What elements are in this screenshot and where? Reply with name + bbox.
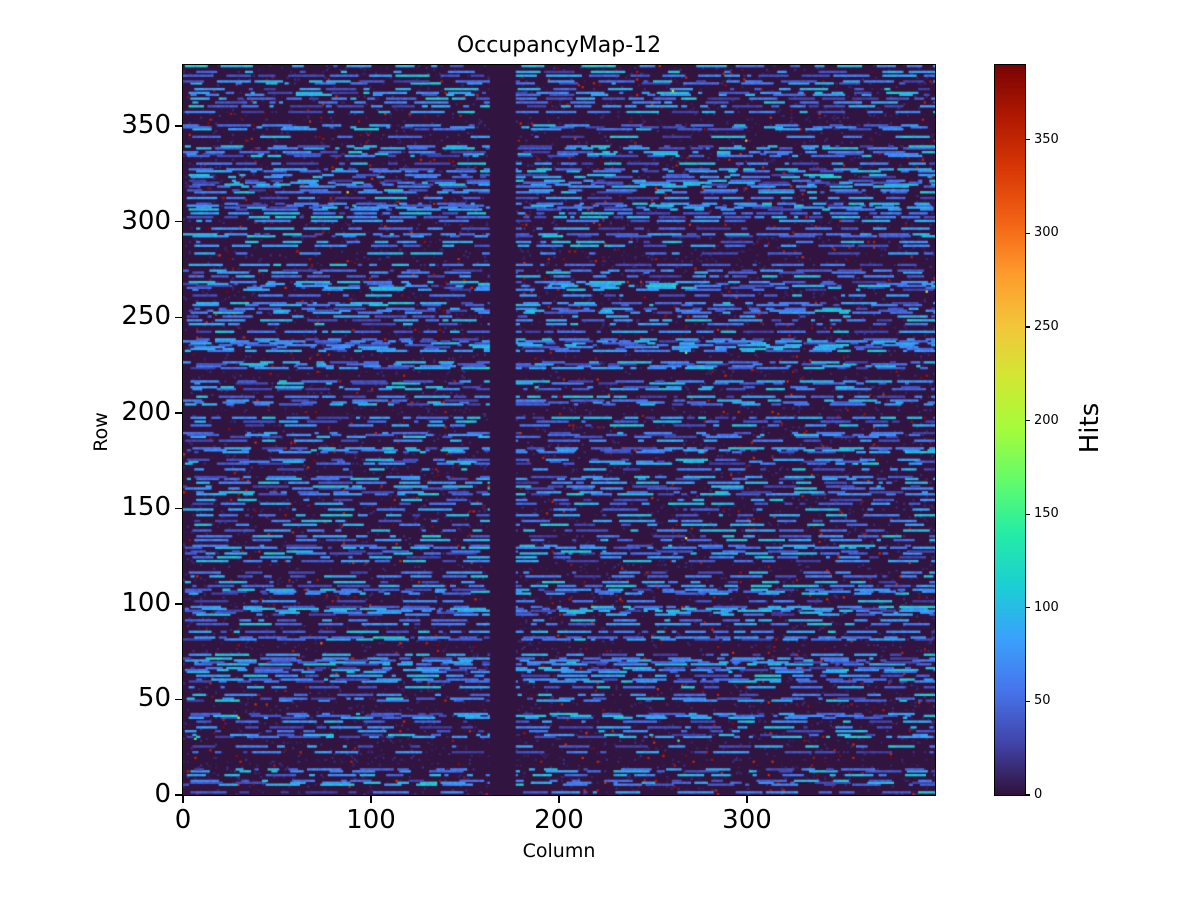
y-tick-label: 200	[121, 396, 171, 427]
colorbar-tick-label: 250	[1034, 319, 1059, 335]
x-tick-mark	[370, 796, 372, 803]
x-tick-mark	[558, 796, 560, 803]
colorbar-tick-label: 200	[1034, 412, 1059, 428]
x-tick-label: 0	[174, 805, 192, 835]
y-tick-mark	[175, 412, 182, 414]
y-tick-mark	[175, 603, 182, 605]
colorbar-tick-label: 100	[1034, 599, 1059, 615]
y-tick-mark	[175, 698, 182, 701]
y-tick-mark	[175, 794, 182, 796]
colorbar-label: Hits	[1075, 402, 1105, 454]
x-tick-label: 200	[534, 805, 584, 835]
colorbar-tick-mark	[1026, 700, 1030, 702]
x-tick-label: 100	[346, 805, 396, 835]
colorbar	[994, 64, 1026, 796]
chart-title: OccupancyMap-12	[456, 33, 662, 58]
y-tick-mark	[175, 316, 182, 318]
x-axis-label: Column	[522, 840, 596, 862]
colorbar-tick-label: 50	[1034, 693, 1051, 709]
x-tick-mark	[182, 796, 184, 803]
colorbar-tick-label: 150	[1034, 506, 1059, 522]
colorbar-tick-mark	[1026, 232, 1030, 235]
y-tick-mark	[175, 125, 182, 127]
colorbar-tick-mark	[1026, 139, 1030, 141]
colorbar-tick-mark	[1026, 420, 1030, 422]
x-tick-mark	[746, 796, 748, 803]
x-tick-label: 300	[722, 805, 772, 835]
colorbar-tick-mark	[1026, 794, 1030, 796]
y-tick-label: 100	[121, 587, 171, 618]
y-tick-mark	[175, 507, 182, 510]
colorbar-tick-label: 300	[1034, 225, 1059, 241]
y-tick-label: 250	[121, 301, 171, 332]
colorbar-tick-mark	[1026, 326, 1030, 328]
y-tick-mark	[175, 220, 182, 223]
colorbar-tick-mark	[1026, 513, 1030, 515]
y-tick-label: 300	[121, 205, 171, 236]
y-tick-label: 350	[121, 110, 171, 141]
colorbar-tick-label: 0	[1034, 787, 1043, 802]
colorbar-tick-label: 350	[1034, 131, 1059, 147]
heatmap-canvas	[182, 64, 936, 796]
y-tick-label: 0	[154, 779, 171, 809]
y-tick-label: 150	[121, 492, 171, 523]
y-tick-label: 50	[137, 683, 171, 714]
colorbar-tick-mark	[1026, 607, 1030, 609]
